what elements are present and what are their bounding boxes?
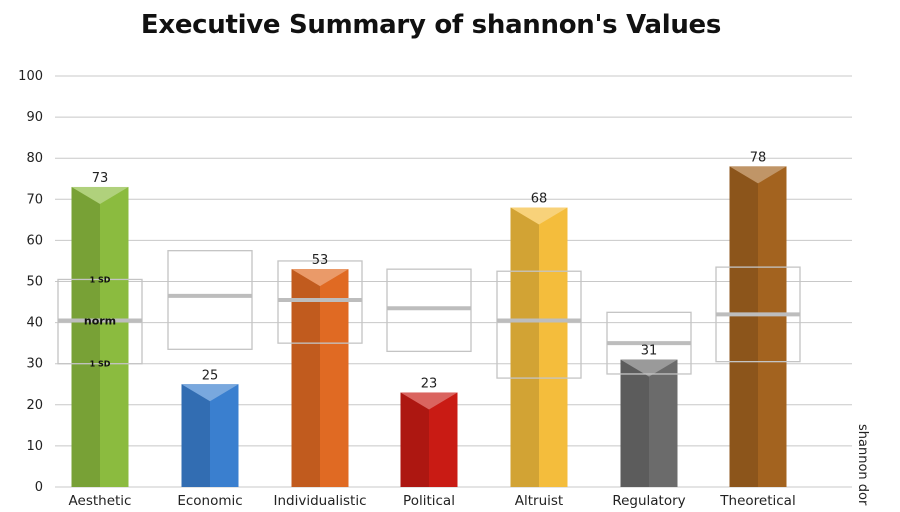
side-label: shannon dor bbox=[855, 424, 870, 506]
bar-left-face bbox=[71, 186, 100, 487]
bar-left-face bbox=[729, 166, 758, 488]
data-label: 25 bbox=[202, 368, 219, 383]
y-tick-label: 40 bbox=[26, 316, 43, 331]
data-label: 31 bbox=[641, 344, 658, 359]
bar-cap bbox=[729, 166, 787, 184]
bar-cap bbox=[510, 207, 568, 225]
bar-cap bbox=[181, 384, 239, 402]
y-tick-label: 0 bbox=[35, 480, 43, 495]
bar-left-face bbox=[400, 392, 429, 487]
chart-title: Executive Summary of shannon's Values bbox=[140, 10, 722, 40]
norm-range-box bbox=[277, 260, 363, 344]
y-tick-label: 10 bbox=[26, 439, 43, 454]
y-tick-label: 70 bbox=[26, 192, 43, 207]
y-tick-label: 90 bbox=[26, 110, 43, 125]
category-label: Economic bbox=[177, 493, 242, 509]
norm-annotation: norm bbox=[84, 315, 116, 328]
norm-range-box bbox=[386, 268, 472, 353]
category-label: Aesthetic bbox=[69, 493, 132, 509]
category-label: Altruist bbox=[515, 493, 563, 509]
y-tick-label: 20 bbox=[26, 398, 43, 413]
y-tick-label: 80 bbox=[26, 151, 43, 166]
bar-right-face bbox=[649, 359, 678, 487]
sd-upper-annotation: 1 SD bbox=[90, 275, 111, 284]
norm-range-box bbox=[167, 250, 253, 350]
bar-cap bbox=[71, 186, 129, 204]
bar-right-face bbox=[320, 269, 349, 487]
bar-right-face bbox=[100, 186, 129, 487]
bar-left-face bbox=[181, 384, 210, 487]
y-tick-label: 60 bbox=[26, 233, 43, 248]
bar-right-face bbox=[429, 392, 458, 487]
y-tick-label: 50 bbox=[26, 275, 43, 290]
bar-right-face bbox=[539, 207, 568, 487]
bar-cap bbox=[620, 359, 678, 377]
bar-cap bbox=[400, 392, 458, 410]
category-label: Regulatory bbox=[612, 493, 685, 509]
norm-range-box bbox=[496, 270, 582, 379]
data-label: 53 bbox=[312, 253, 329, 268]
y-tick-label: 30 bbox=[26, 357, 43, 372]
bar-right-face bbox=[758, 166, 787, 488]
sd-lower-annotation: 1 SD bbox=[90, 360, 111, 369]
y-tick-label: 100 bbox=[18, 69, 43, 84]
data-label: 78 bbox=[750, 150, 767, 165]
bar-cap bbox=[291, 269, 349, 287]
category-label: Individualistic bbox=[274, 493, 367, 509]
category-label: Theoretical bbox=[719, 493, 795, 509]
bar-right-face bbox=[210, 384, 239, 487]
bar-left-face bbox=[291, 269, 320, 487]
data-label: 73 bbox=[92, 171, 109, 186]
data-label: 23 bbox=[421, 376, 438, 391]
bar-left-face bbox=[510, 207, 539, 487]
category-label: Political bbox=[403, 493, 455, 509]
bar-left-face bbox=[620, 359, 649, 487]
data-label: 68 bbox=[531, 192, 548, 207]
